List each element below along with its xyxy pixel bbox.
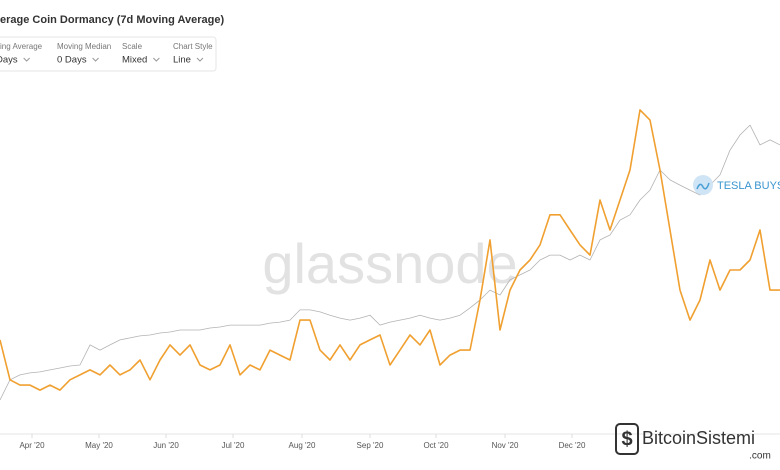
control-value[interactable]: Line [173,55,191,66]
x-tick-label: Jun '20 [153,441,179,450]
x-tick-label: Dec '20 [559,441,586,450]
x-tick-label: Jul '20 [222,441,245,450]
control-label: Scale [122,42,143,51]
logo-icon [615,423,639,455]
control-label: ving Average [0,42,43,51]
control-label: Moving Median [57,42,111,51]
control-value[interactable]: Days [0,55,18,66]
series-line [0,109,780,391]
control-caret [196,57,204,62]
controls-panel [0,36,217,72]
site-logo: $ BitcoinSistemi .com [615,423,771,462]
control-value[interactable]: 0 Days [57,55,87,66]
plot: Apr '20 May '20 Jun '20 Jul '20 Aug '20 Sep '… [0,109,780,450]
x-tick-label: Aug '20 [289,441,316,450]
control-caret [92,57,99,62]
series-line [0,124,780,401]
control-caret [152,57,160,62]
controls: ving Average Days Moving Median 0 Days Scale… [0,42,213,65]
x-tick-label: Oct '20 [423,441,449,450]
logo-glyph: $ [621,428,632,450]
x-tick-label: Sep '20 [357,441,384,450]
chart-title: erage Coin Dormancy (7d Moving Average) [0,14,224,26]
watermark: glassnode [262,232,517,295]
logo-name: BitcoinSistemi [642,428,755,448]
x-tick-label: Nov '20 [492,441,519,450]
control-value[interactable]: Mixed [122,55,147,66]
logo-domain: .com [749,451,771,462]
x-tick-label: Apr '20 [19,441,45,450]
control-caret [23,57,31,62]
annotation: TESLA BUYS [717,180,780,192]
annotation-glyph [696,182,710,190]
control-label: Chart Style [173,42,213,51]
x-tick-label: May '20 [85,441,113,450]
annotation-icon[interactable] [693,175,713,195]
